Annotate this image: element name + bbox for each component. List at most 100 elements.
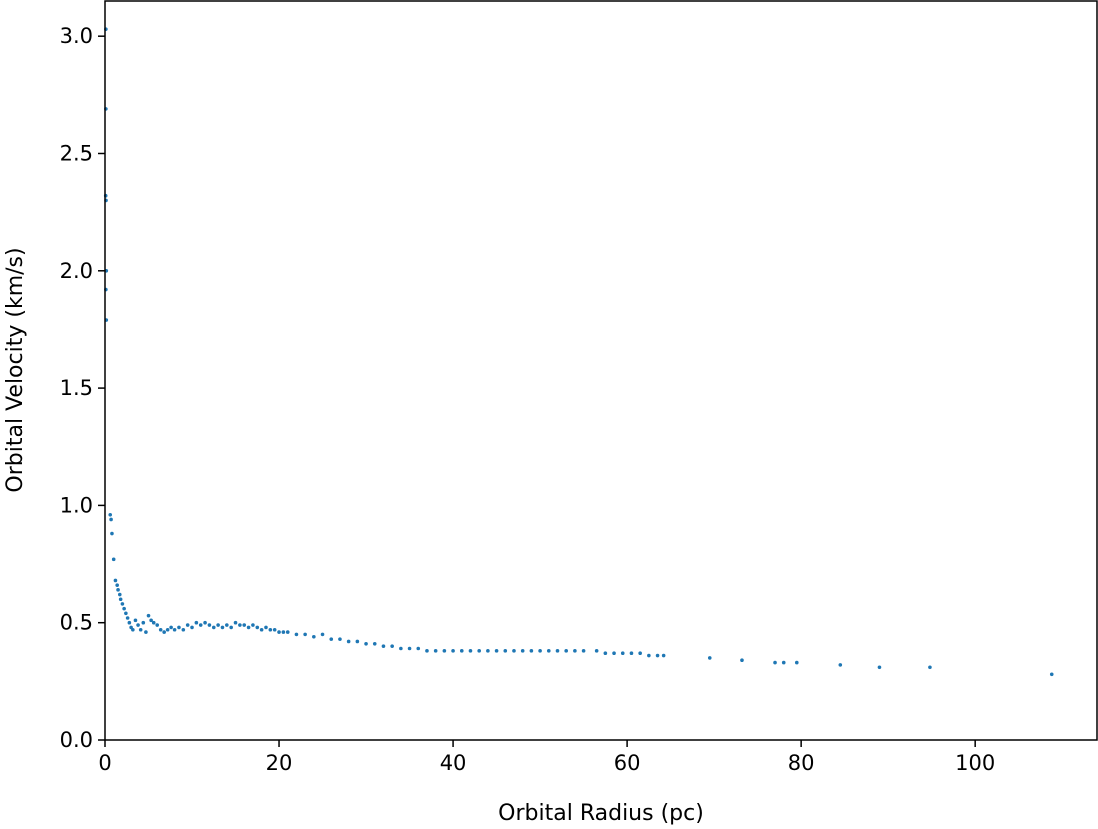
scatter-point xyxy=(203,620,207,625)
scatter-point xyxy=(108,512,113,517)
scatter-point xyxy=(520,649,525,653)
scatter-point xyxy=(111,557,116,562)
scatter-point xyxy=(220,625,225,630)
y-axis-title: Orbital Velocity (km/s) xyxy=(3,247,28,492)
scatter-point xyxy=(364,642,368,646)
scatter-point xyxy=(381,644,386,648)
scatter-point xyxy=(442,649,447,653)
scatter-point xyxy=(238,623,242,627)
scatter-point xyxy=(459,649,464,653)
scatter-point xyxy=(581,649,586,653)
scatter-point xyxy=(538,649,542,653)
scatter-point xyxy=(451,649,455,653)
scatter-point xyxy=(620,651,625,655)
scatter-point xyxy=(355,639,360,644)
scatter-point xyxy=(259,627,264,632)
scatter-point xyxy=(190,625,194,630)
scatter-point xyxy=(198,623,203,627)
scatter-point xyxy=(162,630,166,634)
scatter-point xyxy=(136,623,140,627)
scatter-point xyxy=(433,649,438,653)
x-tick-label: 20 xyxy=(266,751,293,775)
scatter-point xyxy=(372,642,377,646)
scatter-point xyxy=(564,649,568,653)
scatter-point xyxy=(151,620,156,625)
scatter-point xyxy=(233,620,238,625)
scatter-point xyxy=(294,632,299,637)
scatter-point xyxy=(133,618,138,623)
x-tick-label: 0 xyxy=(98,751,111,775)
scatter-point xyxy=(468,649,473,653)
scatter-point xyxy=(118,597,123,602)
plot-area xyxy=(103,27,1054,677)
scatter-point xyxy=(141,620,146,625)
scatter-point xyxy=(512,649,516,653)
y-tick-label: 0.0 xyxy=(60,728,93,752)
scatter-point xyxy=(109,517,113,522)
x-tick-label: 100 xyxy=(955,751,995,775)
scatter-point xyxy=(390,644,394,648)
scatter-point xyxy=(181,627,186,632)
scatter-point xyxy=(194,620,199,625)
scatter-point xyxy=(125,616,130,620)
scatter-point xyxy=(494,649,499,653)
scatter-point xyxy=(172,627,177,632)
scatter-point xyxy=(155,623,160,627)
scatter-point xyxy=(928,665,932,670)
scatter-point xyxy=(185,623,190,627)
y-tick-label: 2.5 xyxy=(60,141,93,165)
y-tick-label: 3.0 xyxy=(60,24,93,48)
y-tick-label: 1.5 xyxy=(60,376,93,400)
x-tick-label: 60 xyxy=(614,751,641,775)
scatter-point xyxy=(246,625,251,630)
scatter-point xyxy=(122,606,126,611)
scatter-point xyxy=(1049,672,1054,677)
scatter-point xyxy=(113,578,118,583)
scatter-point xyxy=(211,625,216,630)
scatter-point xyxy=(177,625,181,630)
y-tick-label: 0.5 xyxy=(60,611,93,635)
scatter-point xyxy=(255,625,260,630)
scatter-point xyxy=(131,627,135,632)
scatter-point xyxy=(251,623,255,627)
scatter-point xyxy=(312,634,316,639)
scatter-point xyxy=(320,632,325,637)
y-axis-ticks: 0.0 0.5 1.0 1.5 2.0 2.5 3.0 xyxy=(60,24,105,752)
scatter-point xyxy=(416,646,421,651)
scatter-point xyxy=(169,625,173,630)
scatter-point xyxy=(773,660,777,665)
scatter-point xyxy=(216,623,220,627)
scatter-point xyxy=(225,623,229,627)
scatter-point xyxy=(655,653,660,658)
scatter-point xyxy=(242,623,247,627)
scatter-point xyxy=(425,649,429,653)
scatter-point xyxy=(346,639,351,644)
scatter-point xyxy=(281,630,286,634)
scatter-point xyxy=(124,611,128,616)
scatter-point xyxy=(285,630,290,634)
scatter-point xyxy=(146,613,151,618)
scatter-point xyxy=(120,602,125,606)
scatter-point xyxy=(158,627,163,632)
scatter-point xyxy=(138,627,143,632)
scatter-point xyxy=(661,653,666,658)
scatter-point xyxy=(144,630,148,634)
scatter-point xyxy=(399,646,403,651)
axes-frame xyxy=(104,0,1098,741)
scatter-point xyxy=(529,649,534,653)
scatter-point xyxy=(486,649,490,653)
scatter-point xyxy=(794,660,799,665)
scatter-point xyxy=(503,649,508,653)
scatter-point xyxy=(838,663,843,667)
scatter-point xyxy=(877,665,882,670)
y-tick-label: 2.0 xyxy=(60,259,93,283)
scatter-point xyxy=(117,592,122,597)
scatter-point xyxy=(603,651,608,655)
x-axis-ticks: 0 20 40 60 80 100 xyxy=(98,740,995,775)
scatter-point xyxy=(110,531,114,536)
scatter-point xyxy=(546,649,551,653)
scatter-point xyxy=(638,651,642,655)
y-tick-label: 1.0 xyxy=(60,493,93,517)
scatter-point xyxy=(612,651,616,655)
